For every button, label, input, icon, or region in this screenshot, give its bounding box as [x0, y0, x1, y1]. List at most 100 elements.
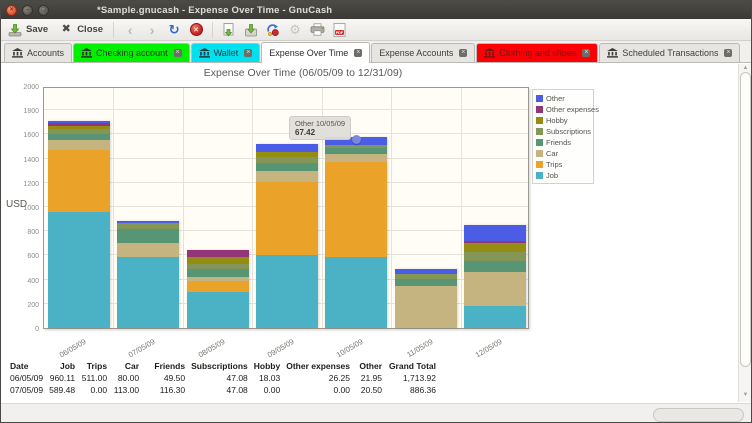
scrollbar-thumb[interactable]	[740, 72, 751, 367]
expense-table-head: Date Job Trips Car Friends Subscriptions Hobby…	[7, 360, 439, 372]
bar-segment-subscriptions[interactable]	[186, 264, 249, 269]
highlight-dot	[351, 134, 361, 144]
bar-segment-job[interactable]	[256, 255, 318, 328]
stacked-bar-09-05-09[interactable]	[256, 88, 318, 328]
bar-segment-trips[interactable]	[47, 150, 110, 212]
vertical-scrollbar[interactable]: ▲ ▼	[738, 64, 751, 402]
bar-segment-subscriptions[interactable]	[464, 252, 527, 262]
bar-segment-car[interactable]	[117, 243, 180, 257]
settings-icon[interactable]: ⚙	[289, 22, 301, 37]
bar-segment-friends[interactable]	[117, 228, 180, 243]
bar-segment-trips[interactable]	[256, 182, 318, 256]
back-icon[interactable]: ‹	[127, 21, 133, 38]
bar-segment-subscriptions[interactable]	[394, 273, 457, 279]
table-cell: 0.00	[90, 385, 108, 395]
bar-segment-other-expenses[interactable]	[186, 250, 249, 258]
table-cell: 511.00	[81, 373, 108, 383]
table-row: 06/05/09 960.11 511.00 80.00 49.50 47.08 18.03…	[7, 372, 439, 384]
bar-segment-job[interactable]	[464, 305, 527, 328]
tab-close-icon[interactable]: ×	[582, 49, 591, 57]
tab-close-icon[interactable]: ×	[459, 49, 468, 57]
legend-swatch	[536, 172, 543, 179]
gridline	[252, 88, 254, 328]
bar-segment-friends[interactable]	[325, 147, 388, 155]
close-button-label: Close	[77, 24, 104, 35]
bar-segment-other[interactable]	[117, 220, 180, 224]
scroll-down-icon[interactable]: ▼	[742, 392, 749, 398]
save-button[interactable]: Save	[5, 21, 50, 39]
plot-area	[43, 87, 529, 329]
bar-segment-car[interactable]	[47, 140, 110, 150]
bar-segment-car[interactable]	[325, 154, 388, 162]
bar-segment-trips[interactable]	[186, 281, 249, 292]
table-cell: 20.50	[360, 385, 383, 395]
stacked-bar-10-05-09[interactable]	[325, 88, 388, 328]
save-report-icon[interactable]	[221, 22, 237, 38]
tab-close-icon[interactable]: ×	[244, 49, 253, 57]
stacked-bar-12-05-09[interactable]	[464, 88, 527, 328]
gridline	[460, 88, 462, 328]
table-cell: 1,713.92	[402, 373, 437, 383]
tab-accounts[interactable]: Accounts	[4, 43, 73, 62]
export-icon[interactable]	[243, 22, 259, 38]
bar-segment-friends[interactable]	[394, 279, 457, 286]
tab-expense-accounts[interactable]: Expense Accounts ×	[371, 43, 476, 62]
bar-segment-car[interactable]	[186, 276, 249, 282]
tab-close-icon[interactable]: ×	[354, 49, 363, 57]
stacked-bar-06-05-09[interactable]	[47, 88, 110, 328]
bar-segment-other[interactable]	[47, 120, 110, 124]
bar-segment-friends[interactable]	[186, 268, 249, 277]
tab-wallet[interactable]: Wallet ×	[190, 43, 261, 62]
scroll-up-icon[interactable]: ▲	[742, 65, 749, 71]
bar-segment-hobby[interactable]	[256, 151, 318, 158]
bar-segment-other[interactable]	[464, 225, 527, 241]
gridline	[321, 88, 323, 328]
legend-label: Subscriptions	[546, 127, 592, 136]
stacked-bar-11-05-09[interactable]	[394, 88, 457, 328]
bar-segment-job[interactable]	[47, 211, 110, 328]
options-icon[interactable]	[265, 22, 281, 38]
reload-icon[interactable]: ↻	[168, 22, 180, 37]
bar-segment-friends[interactable]	[464, 261, 527, 273]
bar-segment-hobby[interactable]	[186, 257, 249, 265]
bar-segment-job[interactable]	[325, 257, 388, 328]
tooltip-series-date: Other 10/05/09	[295, 119, 346, 128]
tab-checking-account[interactable]: Checking account ×	[73, 43, 190, 62]
bar-segment-job[interactable]	[186, 291, 249, 328]
forward-icon[interactable]: ›	[149, 21, 155, 38]
tab-close-icon[interactable]: ×	[173, 49, 182, 57]
table-cell: 116.30	[159, 385, 186, 395]
print-icon[interactable]	[309, 22, 325, 38]
bar-segment-friends[interactable]	[256, 162, 318, 171]
bar-segment-other-expenses[interactable]	[47, 123, 110, 127]
close-button[interactable]: ✖ Close	[56, 21, 105, 39]
bar-segment-subscriptions[interactable]	[256, 157, 318, 163]
window-minimize-icon[interactable]: –	[22, 4, 33, 16]
tab-expense-over-time[interactable]: Expense Over Time ×	[261, 42, 371, 63]
bar-segment-friends[interactable]	[47, 134, 110, 141]
stacked-bar-08-05-09[interactable]	[186, 88, 249, 328]
y-tick-label: 200	[27, 301, 39, 309]
bar-segment-subscriptions[interactable]	[325, 144, 388, 148]
bar-segment-car[interactable]	[464, 272, 527, 306]
window-maximize-icon[interactable]: □	[38, 4, 49, 16]
bar-segment-other-expenses[interactable]	[464, 240, 527, 244]
window-close-icon[interactable]: ✕	[6, 4, 17, 16]
export-pdf-icon[interactable]: PDF	[331, 22, 347, 38]
bar-segment-car[interactable]	[394, 285, 457, 328]
bar-segment-car[interactable]	[256, 170, 318, 183]
bar-segment-subscriptions[interactable]	[47, 128, 110, 135]
bar-segment-trips[interactable]	[325, 161, 388, 258]
table-cell: 589.48	[49, 385, 76, 395]
tab-clothing-and-shoes[interactable]: Clothing and shoes ×	[476, 43, 599, 62]
bar-segment-hobby[interactable]	[47, 126, 110, 129]
tab-close-icon[interactable]: ×	[724, 49, 733, 57]
bar-segment-other[interactable]	[256, 143, 318, 152]
bar-segment-hobby[interactable]	[464, 243, 527, 253]
bar-segment-other[interactable]	[394, 268, 457, 274]
bar-segment-job[interactable]	[117, 256, 180, 328]
stacked-bar-07-05-09[interactable]	[117, 88, 180, 328]
tab-scheduled-transactions[interactable]: Scheduled Transactions ×	[599, 43, 741, 62]
bar-segment-subscriptions[interactable]	[117, 223, 180, 229]
stop-icon[interactable]: ✕	[188, 22, 204, 38]
